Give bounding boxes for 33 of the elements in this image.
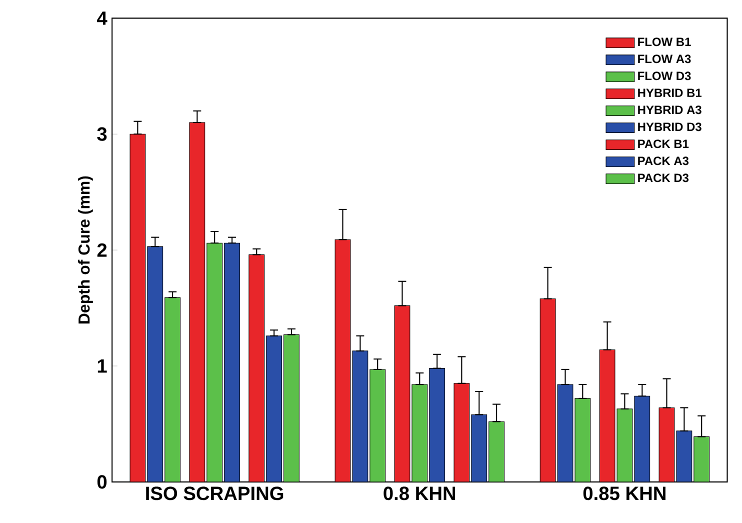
bar: [540, 298, 556, 482]
bar: [429, 368, 446, 482]
legend-label: FLOW A3: [638, 54, 691, 64]
legend-label: HYBRID D3: [638, 122, 702, 132]
x-tick-label: 0.85 KHN: [583, 486, 666, 500]
y-tick-label: 4: [96, 12, 108, 25]
bar: [634, 396, 650, 482]
legend-label: FLOW D3: [638, 72, 691, 80]
bar: [130, 134, 146, 482]
x-tick-label: 0.8 KHN: [384, 486, 456, 500]
bar: [334, 239, 351, 482]
bar: [248, 254, 265, 482]
y-tick-label: 3: [97, 127, 107, 141]
bar: [147, 246, 164, 482]
y-tick-label: 1: [98, 359, 107, 373]
legend-label: HYBRID B1: [638, 88, 702, 98]
y-tick-label: 0: [97, 475, 107, 489]
bar: [206, 242, 223, 482]
y-tick-label: 2: [97, 243, 107, 257]
legend-label: PACK A3: [638, 156, 689, 166]
legend-label: PACK D3: [638, 174, 689, 182]
bar: [224, 242, 240, 482]
bar: [658, 408, 675, 482]
legend-label: FLOW B1: [638, 38, 691, 46]
x-tick-label: ISO SCRAPING: [146, 486, 284, 500]
bar: [557, 384, 574, 482]
bar: [352, 350, 368, 482]
bar: [412, 384, 428, 482]
y-axis-title: Depth of Cure (mm): [78, 176, 93, 324]
legend-label: PACK B1: [638, 140, 689, 148]
legend-label: HYBRID A3: [638, 106, 702, 114]
bar: [454, 383, 470, 482]
bar: [616, 408, 633, 482]
